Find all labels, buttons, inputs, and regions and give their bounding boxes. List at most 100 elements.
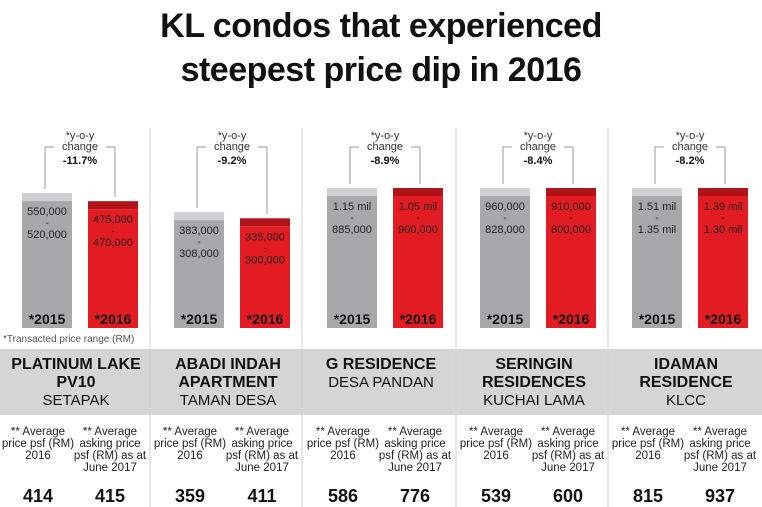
chart-title-line-1: KL condos that experienced — [160, 7, 602, 45]
change-label-bg — [206, 128, 258, 162]
range-label-2016-high: 475,000 — [93, 214, 133, 226]
avg-asking-psf-value: 600 — [552, 486, 584, 506]
range-label-2015-high: 1.15 mil — [333, 201, 372, 213]
range-dash: - — [416, 213, 419, 224]
condo-name-line: RESIDENCES — [481, 374, 587, 391]
condo-name-band — [0, 349, 762, 415]
condo-area: SETAPAK — [42, 392, 110, 409]
bar-2016-range-cap — [88, 201, 138, 210]
bar-2016-range-cap — [240, 218, 290, 227]
avg-asking-psf-label: ** Average asking price psf (RM) as at J… — [531, 426, 605, 474]
bar-2015 — [174, 220, 224, 328]
yoy-change-value: -8.2% — [676, 155, 705, 167]
year-label-2016: *2016 — [95, 311, 132, 327]
year-label-2015: *2015 — [29, 311, 66, 327]
avg-price-psf-label: ** Average price psf (RM) 2016 — [153, 426, 227, 462]
yoy-change-value: -9.2% — [218, 155, 247, 167]
change-label-bg — [664, 128, 716, 162]
bar-2016 — [698, 196, 748, 328]
change-label-bg — [359, 128, 411, 162]
year-label-2016: *2016 — [553, 311, 590, 327]
change-label-line-1: *y-o-y — [524, 130, 553, 142]
bar-2015 — [327, 196, 377, 328]
range-label-2016-high: 910,000 — [551, 201, 591, 213]
avg-asking-psf-value: 937 — [704, 486, 736, 506]
bar-2015-range-cap — [22, 193, 72, 202]
bar-2016 — [393, 196, 443, 328]
range-label-2015-low: 1.35 mil — [638, 224, 677, 236]
change-label-line-2: change — [520, 141, 556, 153]
range-label-2015-high: 960,000 — [485, 201, 525, 213]
range-label-2016-low: 900,000 — [398, 224, 438, 236]
range-dash: - — [197, 237, 200, 248]
range-label-2015-high: 383,000 — [179, 225, 219, 237]
change-label-line-2: change — [367, 141, 403, 153]
range-label-2015-low: 828,000 — [485, 224, 525, 236]
range-dash: - — [569, 213, 572, 224]
range-dash: - — [350, 213, 353, 224]
avg-asking-psf-label: ** Average asking price psf (RM) as at J… — [225, 426, 299, 474]
condo-area: DESA PANDAN — [328, 374, 434, 391]
bar-2015-range-cap — [480, 188, 530, 196]
condo-name-line: SERINGIN — [495, 356, 573, 373]
avg-price-psf-label: ** Average price psf (RM) 2016 — [611, 426, 685, 462]
condo-name-line: PLATINUM LAKE — [11, 356, 141, 373]
bar-2015 — [22, 201, 72, 328]
avg-asking-psf-value: 776 — [399, 486, 431, 506]
range-label-2016-low: 300,000 — [245, 254, 285, 266]
range-label-2016-low: 1.30 mil — [704, 224, 743, 236]
avg-asking-psf-value: 415 — [94, 486, 126, 506]
condo-name-line: ABADI INDAH — [175, 356, 281, 373]
change-label-line-2: change — [672, 141, 708, 153]
range-dash: - — [503, 213, 506, 224]
year-label-2015: *2015 — [181, 311, 218, 327]
footnote: *Transacted price range (RM) — [3, 334, 135, 345]
condo-name: ABADI INDAH APARTMENT — [154, 356, 302, 392]
avg-price-psf-value: 539 — [480, 486, 512, 506]
change-label-line-2: change — [62, 141, 98, 153]
bar-2016-range-cap — [546, 188, 596, 196]
change-label-bg — [512, 128, 564, 162]
condo-name: IDAMAN RESIDENCE — [612, 356, 760, 392]
change-label-line-1: *y-o-y — [676, 130, 705, 142]
avg-price-psf-label: ** Average price psf (RM) 2016 — [459, 426, 533, 462]
chart-title-line-2: steepest price dip in 2016 — [180, 51, 582, 89]
year-label-2015: *2015 — [639, 311, 676, 327]
bar-2016-range-cap — [698, 188, 748, 196]
bar-2015-range-cap — [327, 188, 377, 196]
avg-price-psf-label: ** Average price psf (RM) 2016 — [1, 426, 75, 462]
year-label-2016: *2016 — [247, 311, 284, 327]
condo-name-line: APARTMENT — [178, 374, 278, 391]
avg-asking-psf-value: 411 — [247, 486, 277, 506]
condo-name-line: RESIDENCE — [639, 374, 733, 391]
condo-name: PLATINUM LAKE PV10 — [2, 356, 150, 392]
yoy-change-value: -8.4% — [524, 155, 553, 167]
avg-price-psf-value: 359 — [174, 486, 206, 506]
range-label-2015-high: 550,000 — [27, 206, 67, 218]
condo-area: KUCHAI LAMA — [483, 392, 585, 409]
avg-asking-psf-label: ** Average asking price psf (RM) as at J… — [378, 426, 452, 474]
avg-price-psf-value: 414 — [22, 486, 54, 506]
condo-area: KLCC — [665, 392, 706, 409]
range-label-2016-high: 1.05 mil — [399, 201, 438, 213]
change-label-line-1: *y-o-y — [371, 130, 400, 142]
range-label-2016-high: 1.39 mil — [704, 201, 743, 213]
condo-name-line: PV10 — [56, 374, 96, 391]
bar-2016-range-cap — [393, 188, 443, 196]
year-label-2016: *2016 — [400, 311, 437, 327]
avg-asking-psf-label: ** Average asking price psf (RM) as at J… — [73, 426, 147, 474]
change-label-line-1: *y-o-y — [66, 130, 95, 142]
avg-price-psf-value: 586 — [327, 486, 359, 506]
range-dash: - — [45, 218, 48, 229]
year-label-2015: *2015 — [334, 311, 371, 327]
change-label-line-1: *y-o-y — [218, 130, 247, 142]
range-label-2015-high: 1.51 mil — [638, 201, 677, 213]
range-dash: - — [111, 226, 114, 237]
range-label-2016-low: 800,000 — [551, 224, 591, 236]
condo-name: G RESIDENCE — [325, 356, 437, 373]
range-label-2016-low: 470,000 — [93, 237, 133, 249]
year-label-2015: *2015 — [487, 311, 524, 327]
range-label-2015-low: 520,000 — [27, 229, 67, 241]
avg-asking-psf-label: ** Average asking price psf (RM) as at J… — [683, 426, 757, 474]
